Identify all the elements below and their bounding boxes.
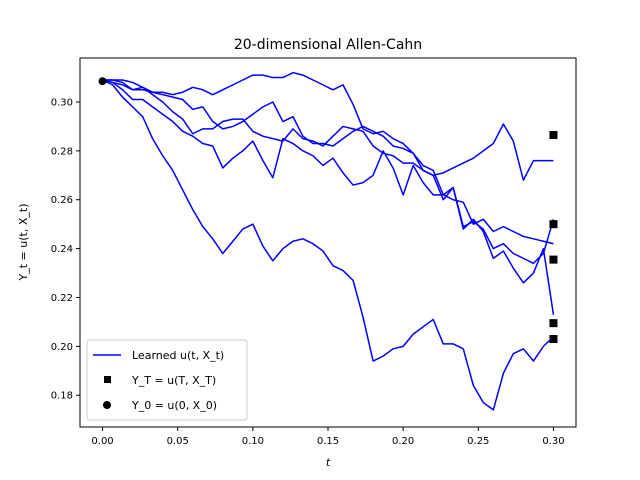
y-axis: 0.18 0.20 0.22 0.24 0.26 0.28 0.30	[51, 97, 80, 402]
chart-title: 20-dimensional Allen-Cahn	[234, 37, 422, 53]
series-layer	[102, 71, 555, 411]
terminal-point-2	[549, 220, 558, 229]
y-tick-label: 0.28	[51, 146, 73, 157]
x-tick-label: 0.30	[542, 436, 564, 447]
marker-layer	[98, 77, 558, 344]
terminal-point-5	[549, 335, 558, 344]
series-line-1	[102, 71, 554, 181]
y-tick-label: 0.24	[51, 244, 73, 255]
legend: Learned u(t, X_t) Y_T = u(T, X_T) Y_0 = …	[86, 339, 248, 421]
legend-label-terminal: Y_T = u(T, X_T)	[131, 374, 216, 387]
series-line-2	[102, 79, 554, 245]
legend-label-learned: Learned u(t, X_t)	[132, 349, 224, 362]
terminal-point-3	[549, 255, 558, 264]
y-tick-label: 0.20	[51, 342, 73, 353]
series-line-4	[102, 79, 555, 315]
initial-point	[98, 77, 107, 86]
x-tick-label: 0.00	[91, 436, 113, 447]
legend-square-swatch	[104, 376, 111, 383]
series-line-5	[102, 79, 554, 411]
terminal-point-4	[549, 319, 558, 328]
y-axis-label: Y_t = u(t, X_t)	[17, 204, 30, 282]
y-tick-label: 0.30	[51, 97, 73, 108]
legend-label-initial: Y_0 = u(0, X_0)	[131, 399, 217, 412]
terminal-point-1	[549, 130, 558, 139]
x-axis: 0.00 0.05 0.10 0.15 0.20 0.25 0.30	[91, 427, 565, 447]
y-tick-label: 0.26	[51, 195, 73, 206]
x-tick-label: 0.25	[467, 436, 489, 447]
y-tick-label: 0.18	[51, 391, 73, 402]
x-tick-label: 0.10	[242, 436, 264, 447]
x-axis-label: t	[326, 456, 331, 469]
legend-circle-swatch	[103, 401, 111, 409]
legend-box	[86, 339, 248, 421]
y-tick-label: 0.22	[51, 293, 73, 304]
x-tick-label: 0.05	[167, 436, 189, 447]
x-tick-label: 0.20	[392, 436, 414, 447]
x-tick-label: 0.15	[317, 436, 339, 447]
series-line-3	[102, 79, 555, 265]
